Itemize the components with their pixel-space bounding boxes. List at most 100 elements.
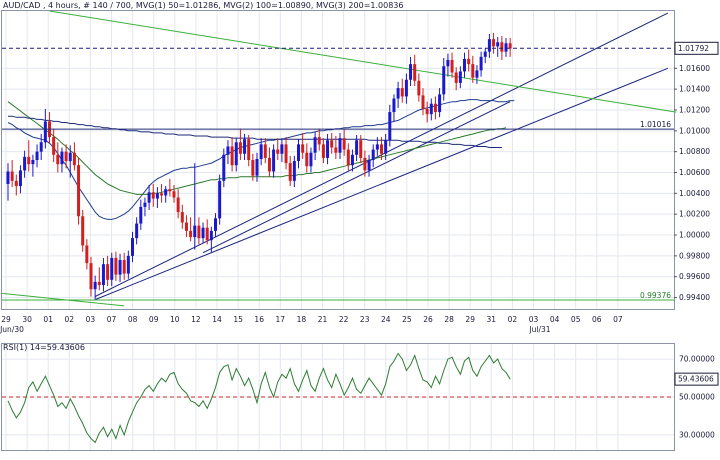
candle-body [396,88,400,99]
candle-body [496,42,500,47]
candle-body [475,70,479,78]
candle-body [114,257,118,275]
candle-body [438,94,442,113]
candle-body [346,149,350,166]
candle-body [251,160,255,176]
candle-body [151,192,155,199]
x-tick-label: 31 [487,315,497,324]
current-price-box [674,41,719,55]
price-tick-label: 1.00000 [679,231,710,240]
candle-body [409,64,413,80]
candle-body [222,154,226,181]
candle-body [68,152,72,162]
rsi-tick-label: 70.00000 [679,355,715,364]
candle-body [508,43,512,49]
candle-body [101,264,105,286]
candle-body [355,140,359,155]
candle-body [164,189,168,196]
candle-body [209,230,213,241]
x-tick-label: 25 [402,315,412,324]
candle-body [35,151,39,160]
x-tick-label: 30 [22,315,32,324]
price-tick-label: 1.00600 [679,168,710,177]
candle-body [139,206,143,224]
price-tick-label: 1.01200 [679,105,710,114]
candles [6,32,512,300]
candle-body [330,140,334,148]
price-tick-label: 1.00200 [679,210,710,219]
candle-body [483,51,487,57]
candle-body [43,121,47,143]
price-tick-label: 0.99800 [679,251,710,260]
current-price-label: 1.01792 [678,44,709,53]
candle-body [255,158,259,176]
x-tick-label: 26 [423,315,433,324]
candle-body [400,88,404,97]
rsi-y-axis: 70.00000 50.00000 30.00000 [679,355,715,440]
candle-body [267,157,271,172]
candle-body [168,189,172,192]
x-tick-label: 24 [381,315,391,324]
candle-body [14,180,18,187]
candle-body [197,225,201,239]
x-tick-label: 04 [550,315,560,324]
candle-body [404,79,408,97]
candle-body [500,42,504,52]
candle-body [77,165,81,217]
candle-body [193,225,197,238]
candle-body [442,66,446,95]
candle-body [259,144,263,159]
x-tick-label: 03 [86,315,96,324]
rsi-plot: 59.43606 [2,352,719,444]
candle-body [39,142,43,152]
candle-body [380,144,383,154]
candle-body [110,257,114,280]
price-axis-panel [675,10,719,310]
candle-body [176,197,180,213]
x-tick-label: 10 [170,315,180,324]
candle-body [85,245,89,264]
price-tick-label: 1.01000 [679,126,710,135]
candle-body [226,146,230,155]
candle-body [384,140,388,154]
x-tick-label: 22 [339,315,349,324]
candle-body [201,227,205,239]
level-label: 0.99376 [640,291,671,300]
candle-body [6,171,10,184]
candle-body [471,64,475,78]
candle-body [60,151,64,165]
price-tick-label: 1.00800 [679,147,710,156]
candle-body [122,260,126,274]
x-tick-label: 18 [297,315,307,324]
candle-body [89,263,93,290]
candle-body [97,281,101,286]
candle-body [342,138,346,150]
candle-body [234,142,238,166]
candle-body [292,161,296,181]
candle-body [363,157,367,171]
candle-body [321,144,325,158]
candle-body [180,212,184,223]
month-label: Jul/31 [528,325,550,334]
x-tick-label: 28 [444,315,454,324]
candle-body [479,56,483,71]
rsi-tick-label: 30.00000 [679,430,715,439]
x-tick-label: 03 [529,315,539,324]
candle-body [425,108,429,115]
uptrend-line-lower [94,67,669,301]
candle-body [18,170,22,187]
x-tick-label: 07 [613,315,623,324]
candle-body [10,171,14,181]
candle-body [429,103,433,115]
price-tick-label: 1.00400 [679,189,710,198]
candle-body [214,218,217,231]
candle-body [492,39,496,47]
candle-body [238,142,242,154]
x-tick-label: 01 [43,315,53,324]
candle-body [454,72,458,83]
candle-body [64,151,68,162]
candle-body [247,139,251,160]
candle-body [230,146,234,166]
level-label: 1.01016 [640,120,671,129]
